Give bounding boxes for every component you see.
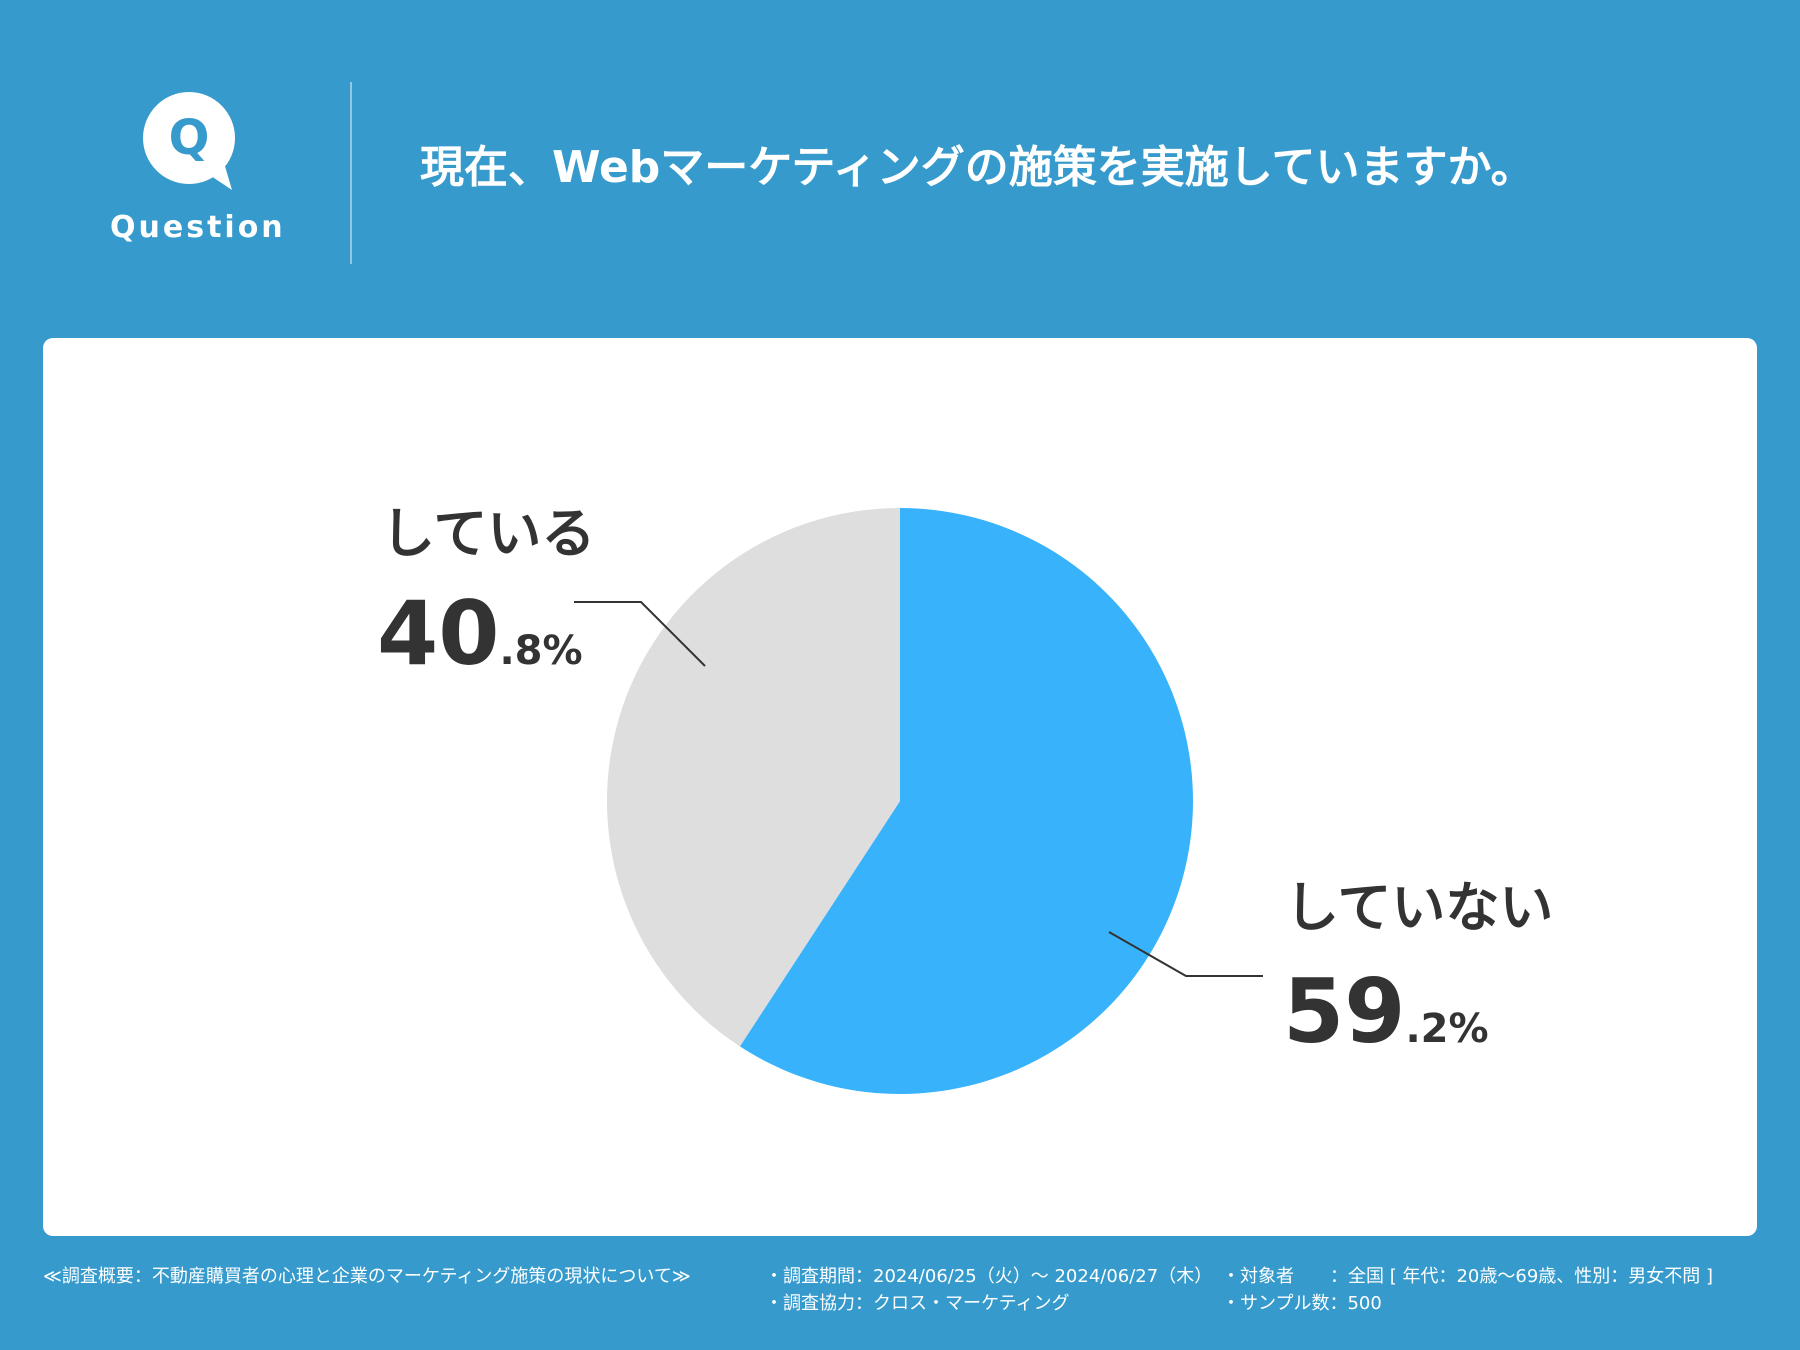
pie-slice-shiteinai — [739, 508, 1193, 1094]
leader-line-shiteiru — [574, 601, 706, 667]
header-divider — [350, 82, 352, 264]
badge-label: Question — [110, 210, 286, 245]
footer-period-block: ・調査期間：2024/06/25（火）〜 2024/06/27（木） ・調査協力… — [765, 1263, 1212, 1317]
badge-letter: Q — [169, 110, 210, 166]
label-shiteinai-name: していない — [1285, 876, 1553, 939]
survey-cooperation: ・調査協力：クロス・マーケティング — [765, 1293, 1070, 1314]
label-shiteiru-value: 40.8% — [377, 582, 583, 685]
pie-chart: している 40.8% していない 59.2% — [377, 502, 1553, 1094]
survey-period: ・調査期間：2024/06/25（火）〜 2024/06/27（木） — [765, 1266, 1213, 1287]
chart-card: している 40.8% していない 59.2% — [43, 338, 1757, 1236]
label-shiteinai-value: 59.2% — [1283, 960, 1489, 1063]
footer-target-block: ・対象者 ：全国 [ 年代：20歳〜69歳、性別：男女不問 ] ・サンプル数：5… — [1222, 1263, 1713, 1317]
survey-target: ・対象者 ：全国 [ 年代：20歳〜69歳、性別：男女不問 ] — [1222, 1266, 1714, 1287]
question-badge: Q Question — [110, 92, 286, 252]
label-shiteiru-name: している — [381, 502, 595, 565]
label-shiteinai-dec: .2% — [1405, 1006, 1488, 1052]
label-shiteiru-int: 40 — [377, 582, 499, 685]
leader-line-shiteinai — [1108, 931, 1263, 977]
label-shiteinai-int: 59 — [1283, 960, 1405, 1063]
footer-overview: ≪調査概要：不動産購買者の心理と企業のマーケティング施策の現状について≫ — [43, 1263, 691, 1290]
survey-sample: ・サンプル数：500 — [1222, 1293, 1382, 1314]
survey-overview: ≪調査概要：不動産購買者の心理と企業のマーケティング施策の現状について≫ — [43, 1266, 691, 1287]
label-shiteiru-dec: .8% — [499, 628, 582, 674]
page-title: 現在、Webマーケティングの施策を実施していますか。 — [420, 142, 1535, 193]
speech-bubble-icon: Q — [143, 92, 235, 190]
